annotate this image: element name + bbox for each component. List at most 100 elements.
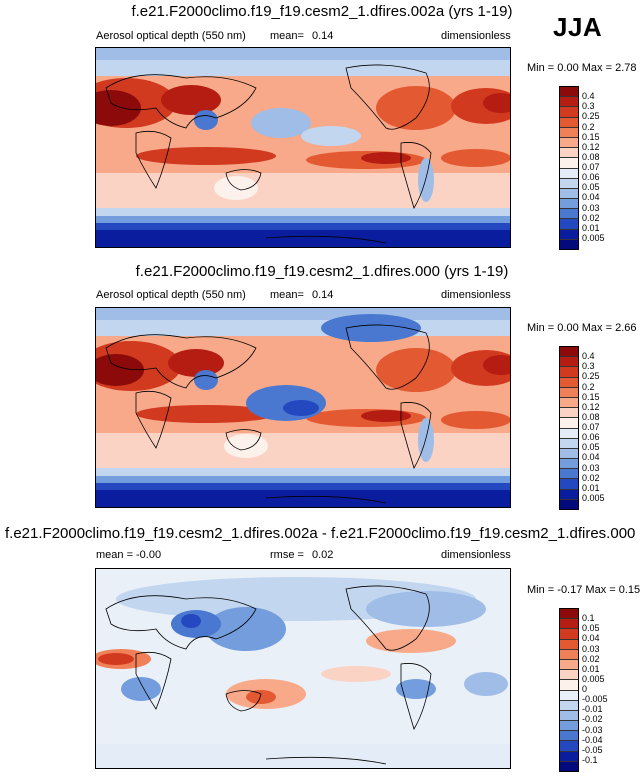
season-label: JJA	[553, 12, 603, 42]
colorbar-tick-label: 0.01	[582, 482, 600, 493]
colorbar-swatch	[560, 397, 578, 409]
colorbar-swatch	[560, 690, 578, 701]
colorbar-swatch	[560, 178, 578, 189]
colorbar-swatch	[560, 489, 578, 500]
colorbar-swatch	[560, 639, 578, 650]
colorbar-tick-label: 0.25	[582, 371, 600, 382]
panel-2-min-value: 0.00	[557, 322, 579, 334]
colorbar-tick-label: 0.3	[582, 101, 595, 112]
panel-1-max-label: Max =	[581, 62, 613, 74]
panel-2-title: f.e21.F2000climo.f19_f19.cesm2_1.dfires.…	[135, 263, 509, 280]
colorbar-swatch	[560, 751, 578, 762]
panel-1-variable-label: Aerosol optical depth (550 nm)	[96, 30, 246, 42]
colorbar-swatch	[560, 127, 578, 138]
panel-3-max-label: Max =	[585, 584, 616, 596]
colorbar-tick-label: 0.04	[582, 192, 600, 203]
colorbar-swatch	[560, 499, 578, 509]
colorbar-swatch	[560, 347, 578, 358]
colorbar-tick-label: 0.02	[582, 212, 600, 223]
panel-2-units: dimensionless	[441, 289, 511, 301]
panel-3-mean-value: -0.00	[136, 549, 162, 561]
panel-1-min-label: Min =	[527, 62, 555, 74]
colorbar-tick-label: 0.15	[582, 131, 600, 142]
colorbar-swatch	[560, 158, 578, 169]
colorbar-swatch	[560, 469, 578, 480]
colorbar-tick-label: 0.15	[582, 391, 600, 402]
panel-3-map-field	[96, 569, 510, 768]
panel-2-mean-label: mean=	[270, 289, 304, 301]
colorbar-tick-label: 0.4	[582, 91, 595, 102]
colorbar-tick-label: 0.03	[582, 202, 600, 213]
colorbar-swatch	[560, 229, 578, 240]
panel-3-map	[95, 568, 511, 769]
colorbar-swatch	[560, 659, 578, 671]
colorbar-swatch	[560, 387, 578, 398]
colorbar-swatch	[560, 148, 578, 159]
panel-3-colorbar	[559, 608, 579, 772]
panel-1-max-value: 2.78	[615, 62, 637, 74]
colorbar-tick-label: 0	[582, 684, 588, 694]
colorbar-swatch	[560, 649, 578, 660]
colorbar-swatch	[560, 721, 578, 732]
colorbar-tick-label: 0.07	[582, 422, 600, 432]
panel-1-mean-label: mean=	[270, 30, 304, 42]
panel-1-map-field	[96, 48, 510, 247]
panel-2-min-label: Min =	[527, 322, 555, 334]
colorbar-tick-label: 0.01	[582, 222, 600, 233]
colorbar-swatch	[560, 219, 578, 230]
panel-3-units: dimensionless	[441, 549, 511, 561]
colorbar-tick-label: 0.005	[582, 492, 605, 503]
colorbar-swatch	[560, 700, 578, 711]
colorbar-swatch	[560, 619, 578, 630]
colorbar-swatch	[560, 168, 578, 179]
colorbar-tick-label: 0.2	[582, 121, 595, 132]
colorbar-tick-label: 0.06	[582, 172, 600, 183]
panel-3-min-value: -0.17	[557, 584, 583, 596]
colorbar-swatch	[560, 629, 578, 640]
colorbar-swatch	[560, 377, 578, 388]
colorbar-swatch	[560, 209, 578, 220]
colorbar-swatch	[560, 188, 578, 200]
colorbar-swatch	[560, 741, 578, 752]
panel-1-units: dimensionless	[441, 30, 511, 42]
colorbar-swatch	[560, 117, 578, 128]
colorbar-tick-label: 0.25	[582, 111, 600, 122]
colorbar-swatch	[560, 459, 578, 470]
colorbar-tick-label: 0.02	[582, 653, 600, 664]
colorbar-swatch	[560, 731, 578, 742]
colorbar-tick-label: 0.05	[582, 623, 600, 634]
colorbar-tick-label: 0.12	[582, 401, 600, 412]
colorbar-tick-label: 0.04	[582, 633, 600, 644]
colorbar-swatch	[560, 479, 578, 490]
panel-2-minmax: Min = 0.00 Max = 2.66	[527, 322, 637, 334]
colorbar-swatch	[560, 357, 578, 368]
panel-1-min-value: 0.00	[557, 62, 579, 74]
colorbar-swatch	[560, 680, 578, 691]
panel-2-max-value: 2.66	[615, 322, 637, 334]
colorbar-swatch	[560, 408, 578, 419]
colorbar-tick-label: 0.08	[582, 411, 600, 422]
colorbar-swatch	[560, 107, 578, 118]
panel-1-mean-value: 0.14	[312, 30, 334, 42]
colorbar-swatch	[560, 448, 578, 460]
colorbar-tick-label: -0.03	[582, 724, 603, 735]
colorbar-swatch	[560, 199, 578, 210]
panel-2-variable-label: Aerosol optical depth (550 nm)	[96, 289, 246, 301]
panel-1-colorbar	[559, 86, 579, 250]
colorbar-swatch	[560, 418, 578, 429]
colorbar-tick-label: -0.02	[582, 714, 603, 725]
colorbar-tick-label: 0.07	[582, 162, 600, 172]
colorbar-tick-label: 0.2	[582, 381, 595, 392]
panel-3-minmax: Min = -0.17 Max = 0.15	[527, 584, 640, 596]
colorbar-tick-label: 0.03	[582, 643, 600, 654]
colorbar-swatch	[560, 609, 578, 620]
colorbar-tick-label: 0.08	[582, 151, 600, 162]
colorbar-tick-label: 0.4	[582, 351, 595, 362]
panel-3-rmse-label: rmse =	[270, 549, 304, 561]
colorbar-tick-label: 0.02	[582, 472, 600, 483]
colorbar-tick-label: 0.005	[582, 673, 605, 684]
panel-1-title: f.e21.F2000climo.f19_f19.cesm2_1.dfires.…	[131, 3, 513, 20]
colorbar-tick-label: -0.01	[582, 704, 603, 715]
colorbar-tick-label: 0.01	[582, 663, 600, 674]
colorbar-tick-label: 0.3	[582, 361, 595, 372]
